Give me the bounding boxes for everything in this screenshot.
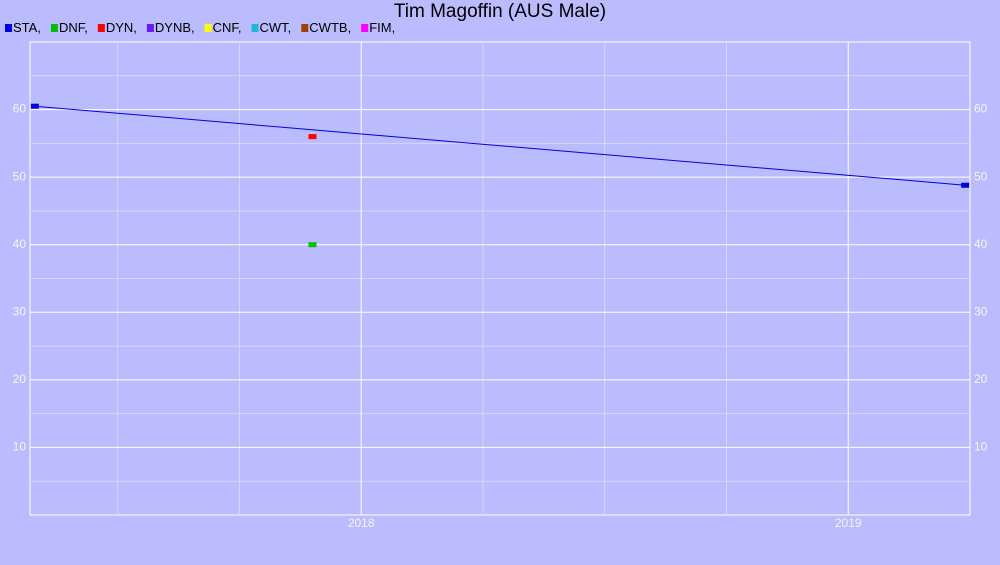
point-marker [308,134,317,140]
y-tick-label: 50 [13,169,27,183]
series-line [34,105,966,186]
legend-swatch [5,24,12,32]
y-tick-label-right: 60 [974,102,988,116]
x-tick-label: 2019 [835,516,862,530]
chart-title: Tim Magoffin (AUS Male) [394,1,606,22]
legend-label: DYN, [106,20,137,35]
y-tick-label: 30 [13,304,27,318]
y-tick-label-right: 30 [974,304,988,318]
legend-label: CNF, [213,20,242,35]
legend-label: DNF, [59,20,88,35]
legend-label: STA, [13,20,41,35]
y-tick-label-right: 20 [974,372,988,386]
legend-swatch [50,24,58,32]
legend-swatch [97,24,105,32]
legend-label: CWT, [260,20,292,35]
legend-swatch [361,24,369,32]
y-tick-label: 60 [13,102,27,116]
y-tick-label-right: 40 [974,237,988,251]
point-marker [30,103,39,109]
x-tick-label: 2018 [348,516,375,530]
legend-swatch [146,24,154,32]
legend-swatch [251,24,259,32]
y-tick-label: 20 [13,372,27,386]
y-tick-label: 40 [13,237,27,251]
point-marker [308,242,317,248]
legend-swatch [301,24,309,32]
legend-swatch [204,24,212,32]
legend-label: DYNB, [155,20,195,35]
y-tick-label-right: 10 [974,440,988,454]
y-tick-label-right: 50 [974,169,988,183]
point-marker [961,182,970,188]
y-tick-label: 10 [13,440,27,454]
legend-label: CWTB, [309,20,351,35]
legend-label: FIM, [369,20,395,35]
